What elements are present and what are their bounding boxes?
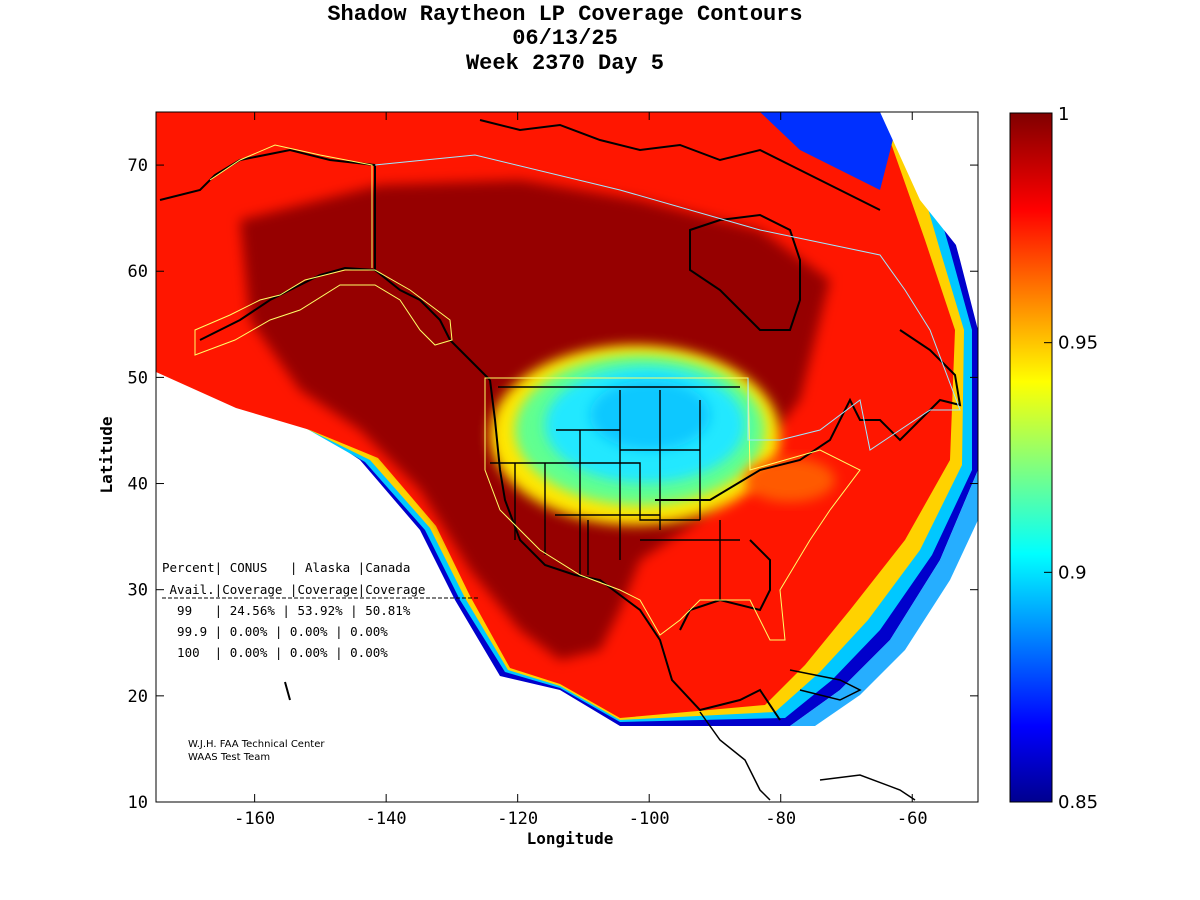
stats-header-1: Percent| CONUS | Alaska |Canada: [162, 560, 410, 575]
colorbar-tick-label: 0.9: [1058, 562, 1087, 583]
central-america: [699, 669, 916, 801]
chart-title: Shadow Raytheon LP Coverage Contours: [327, 2, 803, 27]
state-borders: [490, 386, 740, 600]
stats-row-99: 99 | 24.56% | 53.92% | 50.81%: [162, 603, 411, 618]
x-tick-label: -120: [497, 809, 538, 829]
stats-row-100: 100 | 0.00% | 0.00% | 0.00%: [162, 645, 388, 660]
coverage-stats-table: Percent| CONUS | Alaska |Canada Avail.|C…: [162, 560, 478, 660]
coastlines: [159, 119, 962, 721]
plot-frame: [155, 111, 979, 803]
colorbar-tick-label: 1: [1058, 104, 1069, 125]
x-axis: -160 -140 -120 -100 -80 -60: [234, 112, 928, 829]
chart-date: 06/13/25: [512, 26, 618, 51]
x-tick-label: -80: [765, 809, 796, 829]
y-tick-label: 70: [128, 156, 148, 176]
coverage-field: [156, 112, 978, 801]
region-boundaries: [194, 144, 961, 641]
y-axis-label: Latitude: [97, 416, 116, 493]
stats-header-2: Avail.|Coverage |Coverage|Coverage: [162, 582, 425, 597]
no-coverage-area: [880, 112, 978, 320]
y-tick-label: 10: [128, 793, 148, 813]
contour-arctic-edge: [760, 112, 900, 190]
y-tick-label: 60: [128, 262, 148, 282]
colorbar: [1009, 112, 1053, 803]
credit-line-2: WAAS Test Team: [188, 752, 270, 763]
chart-week-day: Week 2370 Day 5: [465, 51, 665, 76]
colorbar-ticks: 1 0.95 0.9 0.85: [1044, 104, 1098, 813]
y-axis: 10 20 30 40 50 60 70: [128, 156, 978, 813]
x-tick-label: -160: [234, 809, 275, 829]
x-tick-label: -140: [366, 809, 407, 829]
y-tick-label: 40: [128, 475, 148, 495]
colorbar-tick-label: 0.95: [1058, 333, 1098, 354]
y-tick-label: 50: [128, 368, 148, 388]
contour-orange-east: [745, 458, 835, 502]
y-tick-label: 30: [128, 581, 148, 601]
contour-low-core: [590, 380, 710, 450]
stats-row-99-9: 99.9 | 0.00% | 0.00% | 0.00%: [162, 624, 388, 639]
x-axis-label: Longitude: [527, 829, 614, 848]
y-tick-label: 20: [128, 687, 148, 707]
credit-line-1: W.J.H. FAA Technical Center: [188, 739, 325, 750]
x-tick-label: -100: [629, 809, 670, 829]
x-tick-label: -60: [897, 809, 928, 829]
colorbar-tick-label: 0.85: [1058, 792, 1098, 813]
